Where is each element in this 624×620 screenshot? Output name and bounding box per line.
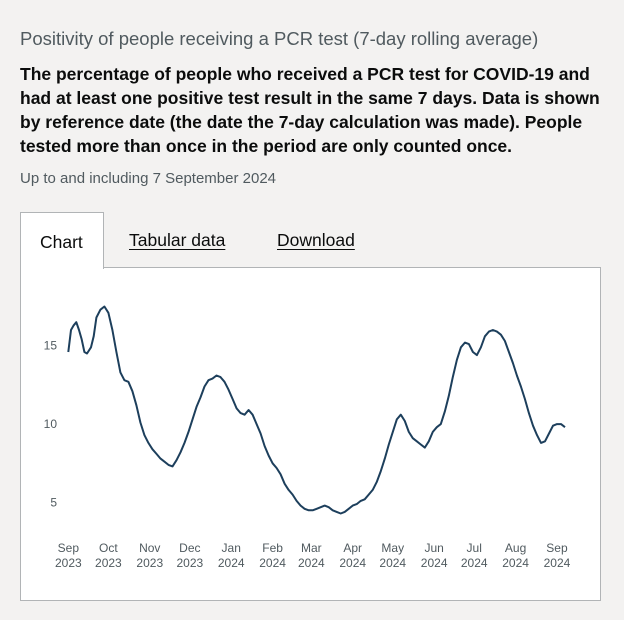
x-tick-label: Dec 2023	[176, 541, 203, 570]
y-tick-label: 5	[50, 495, 57, 509]
series-line	[67, 305, 566, 515]
card-description: The percentage of people who received a …	[20, 64, 600, 156]
x-tick-label: Sep 2023	[55, 541, 82, 570]
chart-panel: 5 10 15 Sep 2023 Oct 2023 Nov 2023 Dec 2023 Jan 2024…	[20, 267, 601, 601]
tab-chart[interactable]: Chart	[20, 212, 104, 269]
tab-tabular-data[interactable]: Tabular data	[129, 230, 226, 250]
tab-chart-label: Chart	[40, 232, 83, 252]
last-updated-text: Up to and including 7 September 2024	[20, 170, 277, 187]
line-chart: 5 10 15 Sep 2023 Oct 2023 Nov 2023 Dec 2023 Jan 2024…	[44, 305, 571, 570]
x-tick-label: May 2024	[379, 541, 406, 570]
tab-download[interactable]: Download	[277, 230, 355, 250]
x-tick-label: Aug 2024	[502, 541, 529, 570]
x-tick-label: Jul 2024	[461, 541, 488, 570]
y-tick-label: 10	[44, 417, 58, 431]
x-tick-label: Oct 2023	[95, 541, 122, 570]
x-tick-label: Nov 2023	[136, 541, 163, 570]
x-tick-label: Mar 2024	[298, 541, 325, 570]
x-tick-label: Feb 2024	[259, 541, 286, 570]
card-heading: Positivity of people receiving a PCR tes…	[20, 28, 539, 49]
x-tick-label: Jan 2024	[218, 541, 245, 570]
y-tick-label: 15	[44, 339, 58, 353]
x-tick-label: Apr 2024	[339, 541, 366, 570]
x-tick-label: Jun 2024	[421, 541, 448, 570]
x-tick-label: Sep 2024	[544, 541, 571, 570]
